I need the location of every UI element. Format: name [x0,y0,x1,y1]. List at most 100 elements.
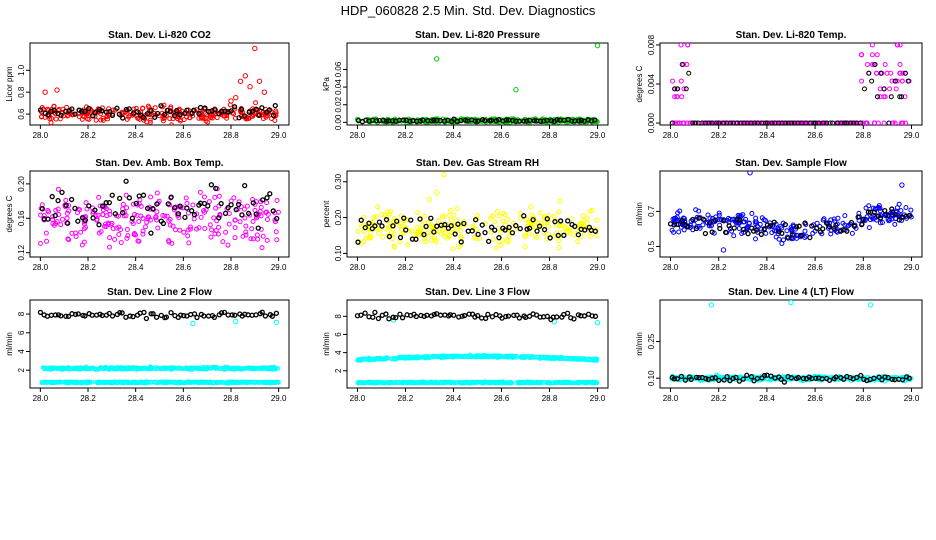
data-point [554,117,560,123]
data-point [174,107,180,114]
data-point [358,217,364,223]
data-point [119,310,125,316]
data-point [170,223,176,229]
data-point [437,312,444,318]
data-point [499,353,505,359]
data-point [475,231,481,238]
data-point [686,70,692,76]
data-point [269,313,275,319]
data-point [428,354,434,360]
data-point [145,103,151,109]
data-point [555,232,561,239]
data-point [709,375,715,381]
data-point [356,380,362,385]
data-point [670,78,676,84]
x-tick-label: 28.0 [350,263,366,272]
data-point [390,223,396,229]
data-point [403,354,408,360]
data-point [747,171,753,176]
data-point [397,239,403,245]
x-tick-label: 29.0 [271,131,287,140]
y-tick-label: 0.004 [647,73,656,94]
data-point [503,313,509,320]
data-point [133,232,139,238]
data-point [441,354,447,359]
data-point [64,210,70,216]
y-tick-label: 0.5 [647,240,656,252]
data-point [522,234,528,240]
data-point [536,223,543,229]
data-point [220,380,225,385]
data-point [273,380,278,385]
data-point [184,200,190,206]
data-point [550,355,555,360]
data-point [744,372,750,378]
points [37,178,281,251]
y-tick-label: 0.10 [334,245,343,261]
data-point [887,86,893,92]
plot-frame [659,42,923,126]
data-point [164,107,170,114]
data-point [795,120,801,125]
data-point [731,225,737,231]
data-point [366,235,372,241]
data-point [889,120,895,125]
data-point [530,217,536,223]
data-point [458,117,464,124]
data-point [183,379,189,385]
data-point [782,221,788,228]
data-point [861,86,867,92]
data-point [102,380,108,385]
data-point [886,218,892,224]
data-point [565,218,571,224]
data-point [452,229,458,235]
points [355,171,600,252]
data-point [472,118,479,124]
data-point [896,217,902,223]
data-point [496,235,502,241]
data-point [824,120,830,125]
data-point [407,118,413,124]
data-point [696,375,702,381]
x-tick-label: 28.0 [33,263,49,272]
data-point [140,228,146,234]
data-point [892,221,898,227]
data-point [685,224,691,230]
data-point [452,231,458,237]
data-point [383,311,389,317]
data-point [258,213,264,219]
data-point [503,117,510,123]
data-point [433,189,440,196]
data-point [867,302,874,308]
data-point [748,374,755,380]
data-point [671,376,678,382]
data-point [253,211,259,217]
x-tick-label: 28.6 [494,263,510,272]
data-point [517,225,523,232]
data-point [592,228,598,234]
data-point [187,115,193,121]
data-point [170,365,176,371]
data-point [593,380,599,385]
data-point [571,356,576,361]
data-point [107,235,113,241]
data-point [202,105,208,111]
data-point [684,120,690,125]
data-point [106,199,112,206]
y-tick-label: 0.06 [334,61,343,77]
x-tick-label: 29.0 [271,263,287,272]
data-point [131,365,137,371]
data-point [44,366,49,371]
data-point [386,225,392,231]
data-point [395,355,401,361]
data-point [207,365,213,371]
data-point [140,380,145,385]
data-point [531,118,538,124]
data-point [417,118,423,124]
data-point [225,242,231,248]
plot-frame [346,42,609,126]
data-point [58,313,64,319]
data-point [201,208,207,214]
data-point [717,222,723,228]
data-point [147,117,153,123]
